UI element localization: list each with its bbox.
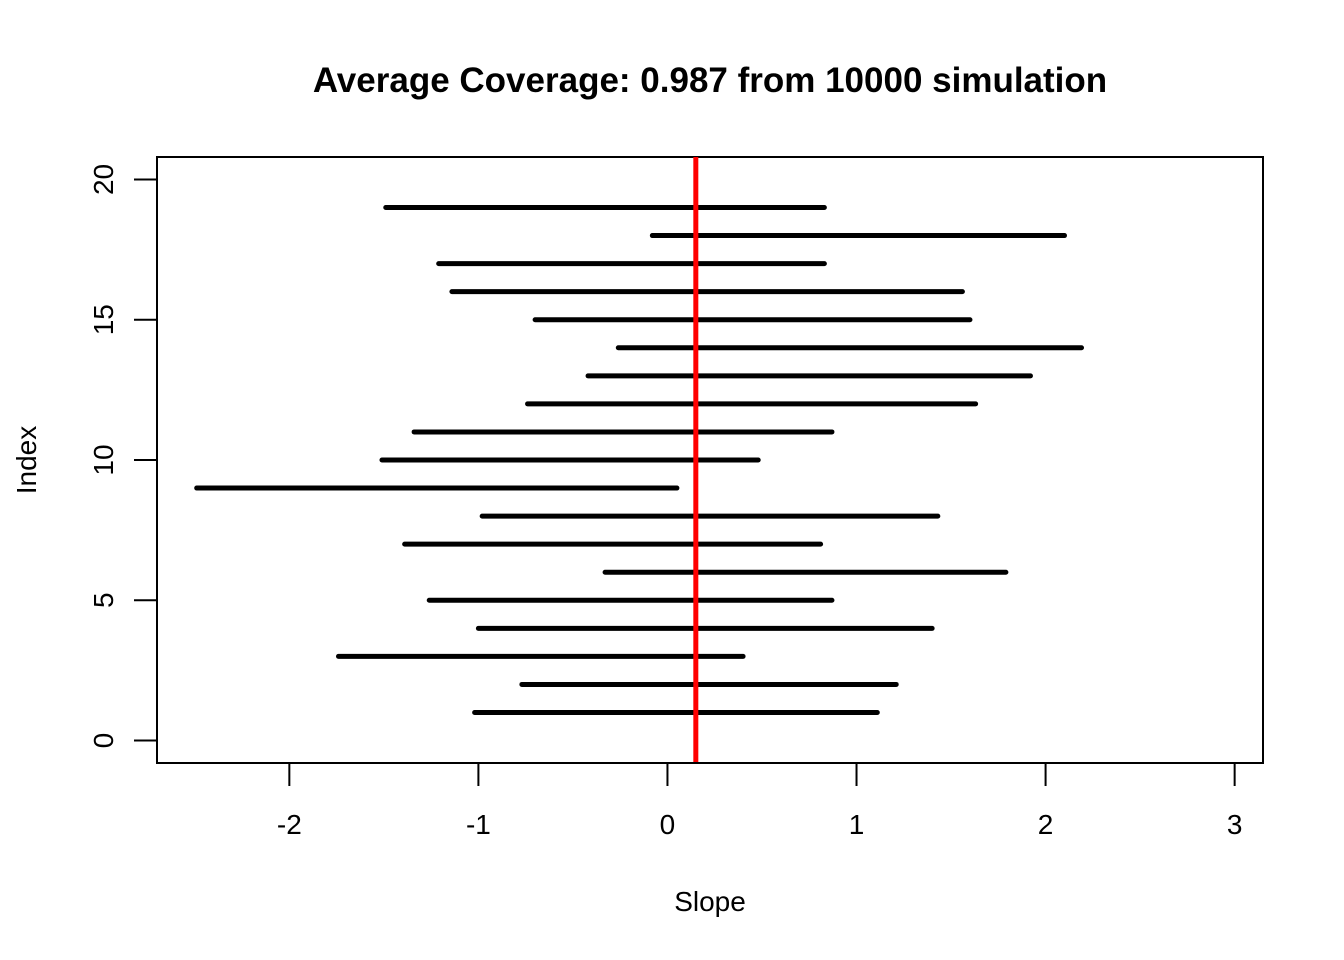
x-tick-label: 3 (1227, 809, 1243, 840)
y-tick-label: 15 (88, 304, 119, 335)
y-tick-label: 0 (88, 733, 119, 749)
y-axis-label: Index (11, 426, 42, 495)
x-axis: -2 -1 0 1 2 3 (277, 762, 1243, 840)
intervals-layer (194, 205, 1085, 715)
x-tick-label: -2 (277, 809, 302, 840)
y-tick-label: 5 (88, 592, 119, 608)
y-axis: 0 5 10 15 20 (88, 164, 158, 749)
y-tick-label: 20 (88, 164, 119, 195)
y-tick-label: 10 (88, 444, 119, 475)
x-tick-label: 1 (849, 809, 865, 840)
x-tick-label: -1 (466, 809, 491, 840)
chart-title: Average Coverage: 0.987 from 10000 simul… (313, 61, 1107, 100)
x-tick-label: 2 (1038, 809, 1054, 840)
x-axis-label: Slope (674, 886, 746, 917)
x-tick-label: 0 (660, 809, 676, 840)
